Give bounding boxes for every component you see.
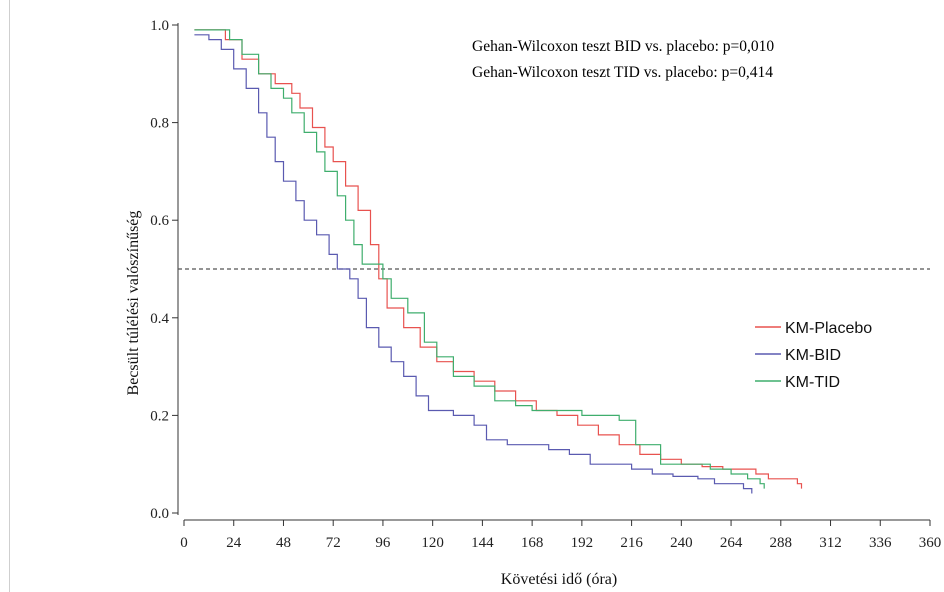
survival-curve-km-tid bbox=[194, 29, 765, 489]
y-tick-label: 0.0 bbox=[150, 506, 169, 522]
x-tick-label: 0 bbox=[180, 535, 188, 551]
x-tick-label: 120 bbox=[421, 535, 444, 551]
x-axis-title: Követési idő (óra) bbox=[501, 571, 617, 588]
y-tick-label: 0.2 bbox=[150, 408, 169, 424]
x-tick-label: 240 bbox=[670, 535, 693, 551]
x-tick-label: 72 bbox=[326, 535, 341, 551]
y-tick-label: 1.0 bbox=[150, 18, 169, 34]
y-axis-title: Becsült túlélési valószínűség bbox=[125, 211, 142, 396]
x-tick-label: 144 bbox=[471, 535, 494, 551]
legend-label: KM-Placebo bbox=[785, 320, 872, 337]
survival-curve-km-bid bbox=[194, 34, 753, 494]
x-tick-label: 336 bbox=[869, 535, 892, 551]
x-ticks: 0 24 48 72 96 120 144 168 192 216 240 264 288 312 336 3… bbox=[180, 520, 941, 551]
x-tick-label: 312 bbox=[819, 535, 842, 551]
x-tick-label: 48 bbox=[276, 535, 291, 551]
x-tick-label: 24 bbox=[226, 535, 242, 551]
x-tick-label: 360 bbox=[919, 535, 942, 551]
legend-label: KM-TID bbox=[785, 374, 840, 391]
axes bbox=[177, 23, 930, 521]
y-ticks: 0.0 0.2 0.4 0.6 0.8 1.0 bbox=[150, 18, 178, 522]
x-tick-label: 96 bbox=[375, 535, 391, 551]
y-tick-label: 0.8 bbox=[150, 116, 169, 132]
x-tick-label: 288 bbox=[770, 535, 793, 551]
x-tick-label: 192 bbox=[571, 535, 594, 551]
annotation-bid-test: Gehan-Wilcoxon teszt BID vs. placebo: p=… bbox=[472, 38, 774, 55]
legend-label: KM-BID bbox=[785, 347, 841, 364]
x-tick-label: 216 bbox=[620, 535, 643, 551]
page-left-border bbox=[9, 0, 10, 592]
x-tick-label: 264 bbox=[720, 535, 743, 551]
survival-curves bbox=[194, 29, 803, 494]
legend: KM-Placebo KM-BID KM-TID bbox=[755, 320, 872, 391]
annotation-tid-test: Gehan-Wilcoxon teszt TID vs. placebo: p=… bbox=[472, 64, 773, 81]
y-tick-label: 0.6 bbox=[150, 213, 169, 229]
y-tick-label: 0.4 bbox=[150, 311, 169, 327]
x-tick-label: 168 bbox=[521, 535, 544, 551]
